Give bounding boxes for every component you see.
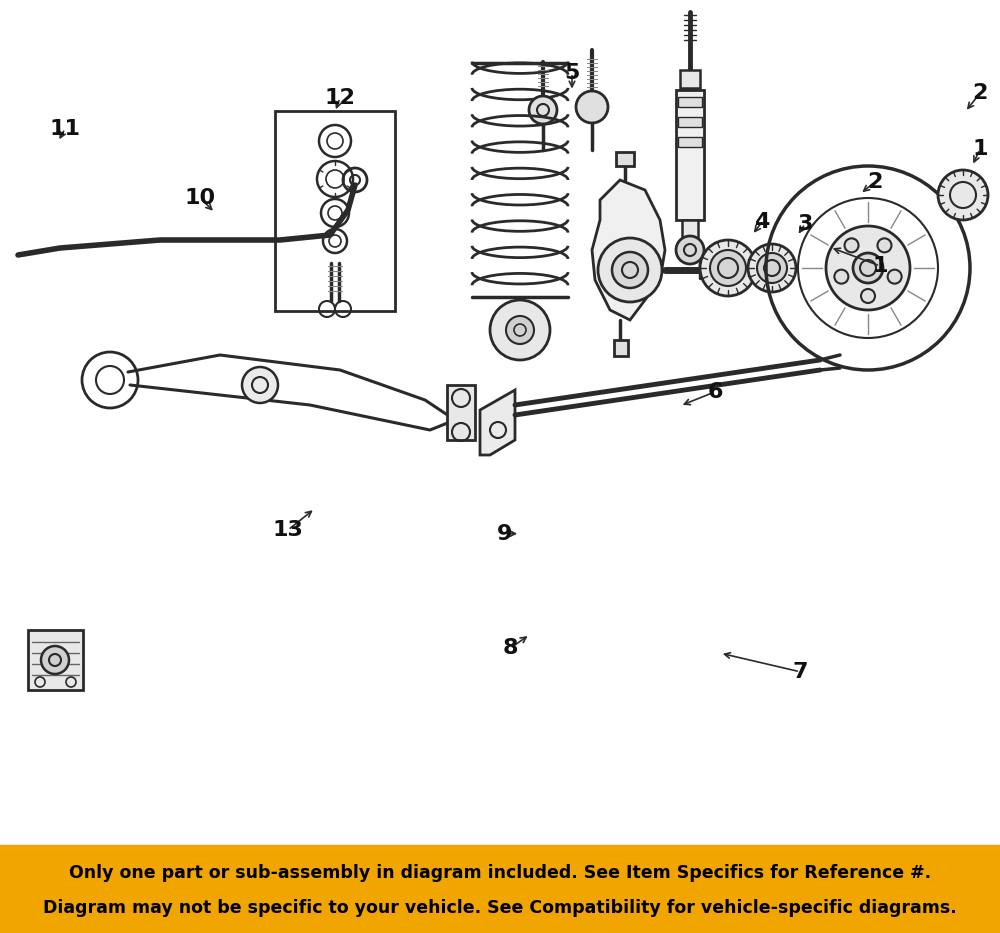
- Text: Only one part or sub-assembly in diagram included. See Item Specifics for Refere: Only one part or sub-assembly in diagram…: [69, 864, 931, 883]
- Circle shape: [576, 91, 608, 123]
- Text: 7: 7: [792, 661, 808, 682]
- Circle shape: [845, 238, 859, 252]
- Polygon shape: [592, 180, 665, 320]
- Circle shape: [242, 367, 278, 403]
- Bar: [0, 845, 1000, 933]
- Circle shape: [612, 252, 648, 288]
- Text: 13: 13: [273, 520, 303, 540]
- Circle shape: [41, 646, 69, 674]
- Text: 4: 4: [754, 212, 770, 232]
- Text: 3: 3: [797, 214, 813, 234]
- Text: 2: 2: [972, 83, 988, 104]
- Bar: [678, 97, 702, 107]
- Text: 8: 8: [502, 638, 518, 659]
- Circle shape: [834, 270, 848, 284]
- Text: 11: 11: [50, 118, 80, 139]
- Circle shape: [506, 316, 534, 344]
- Bar: [616, 152, 634, 166]
- Circle shape: [853, 253, 883, 283]
- Text: Diagram may not be specific to your vehicle. See Compatibility for vehicle-speci: Diagram may not be specific to your vehi…: [43, 899, 957, 917]
- Text: 9: 9: [497, 523, 513, 544]
- Circle shape: [700, 240, 756, 296]
- Bar: [28, 630, 83, 690]
- Text: 10: 10: [184, 188, 216, 208]
- Circle shape: [757, 253, 787, 283]
- Text: 6: 6: [707, 382, 723, 402]
- Text: 1: 1: [872, 256, 888, 276]
- Bar: [682, 220, 698, 240]
- Circle shape: [710, 250, 746, 286]
- Circle shape: [888, 270, 902, 284]
- Text: 5: 5: [564, 63, 580, 83]
- Bar: [676, 90, 704, 220]
- Text: 12: 12: [325, 88, 355, 108]
- Bar: [275, 111, 395, 311]
- Text: 1: 1: [972, 139, 988, 160]
- Circle shape: [826, 226, 910, 310]
- Bar: [614, 340, 628, 356]
- Circle shape: [748, 244, 796, 292]
- Circle shape: [598, 238, 662, 302]
- Circle shape: [490, 300, 550, 360]
- Circle shape: [877, 238, 891, 252]
- Circle shape: [676, 236, 704, 264]
- Bar: [678, 117, 702, 127]
- Polygon shape: [480, 390, 515, 455]
- Circle shape: [861, 289, 875, 303]
- Bar: [680, 70, 700, 88]
- Bar: [447, 385, 475, 440]
- Bar: [678, 137, 702, 147]
- Text: 2: 2: [867, 172, 883, 192]
- Circle shape: [938, 170, 988, 220]
- Circle shape: [529, 96, 557, 124]
